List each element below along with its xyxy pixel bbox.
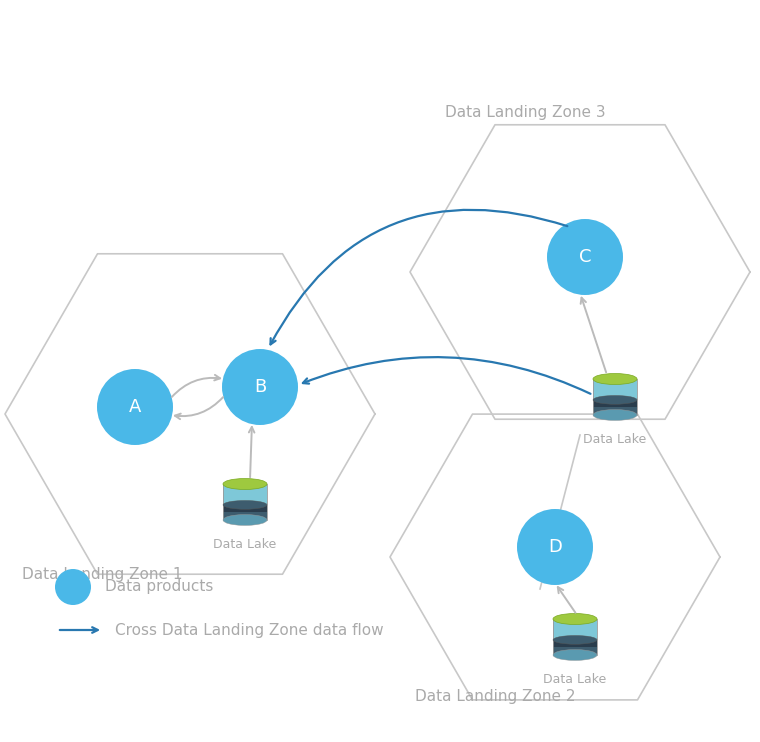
Bar [553,619,597,640]
Text: C: C [579,248,591,266]
Text: Data Landing Zone 3: Data Landing Zone 3 [445,105,606,120]
Bar [223,484,267,520]
Text: D: D [548,538,562,556]
Bar [593,400,637,415]
Circle shape [55,569,91,605]
Text: Cross Data Landing Zone data flow: Cross Data Landing Zone data flow [115,623,384,637]
Text: Data Lake: Data Lake [543,673,606,686]
Ellipse shape [553,649,597,660]
Bar [553,619,597,655]
Text: Data Landing Zone 1: Data Landing Zone 1 [22,567,182,582]
Bar [593,379,637,415]
Ellipse shape [553,635,597,644]
Text: Data Lake: Data Lake [214,538,277,551]
Bar [223,505,267,512]
Ellipse shape [593,373,637,384]
Bar [223,505,267,520]
Bar [223,484,267,505]
Text: B: B [254,378,266,396]
Circle shape [517,509,593,585]
Bar [553,619,597,655]
Text: Data Landing Zone 2: Data Landing Zone 2 [415,689,575,704]
Circle shape [97,369,173,445]
Circle shape [222,349,298,425]
Ellipse shape [223,501,267,509]
Bar [593,379,637,400]
Ellipse shape [223,514,267,525]
Text: Data products: Data products [105,580,214,594]
Bar [553,640,597,655]
Bar [553,640,597,647]
Bar [593,379,637,415]
Bar [223,484,267,520]
Text: A: A [128,398,141,416]
Circle shape [547,219,623,295]
Ellipse shape [593,395,637,404]
Bar [593,400,637,407]
Text: Data Lake: Data Lake [584,433,647,446]
Ellipse shape [223,479,267,490]
Ellipse shape [593,410,637,421]
Ellipse shape [553,614,597,625]
